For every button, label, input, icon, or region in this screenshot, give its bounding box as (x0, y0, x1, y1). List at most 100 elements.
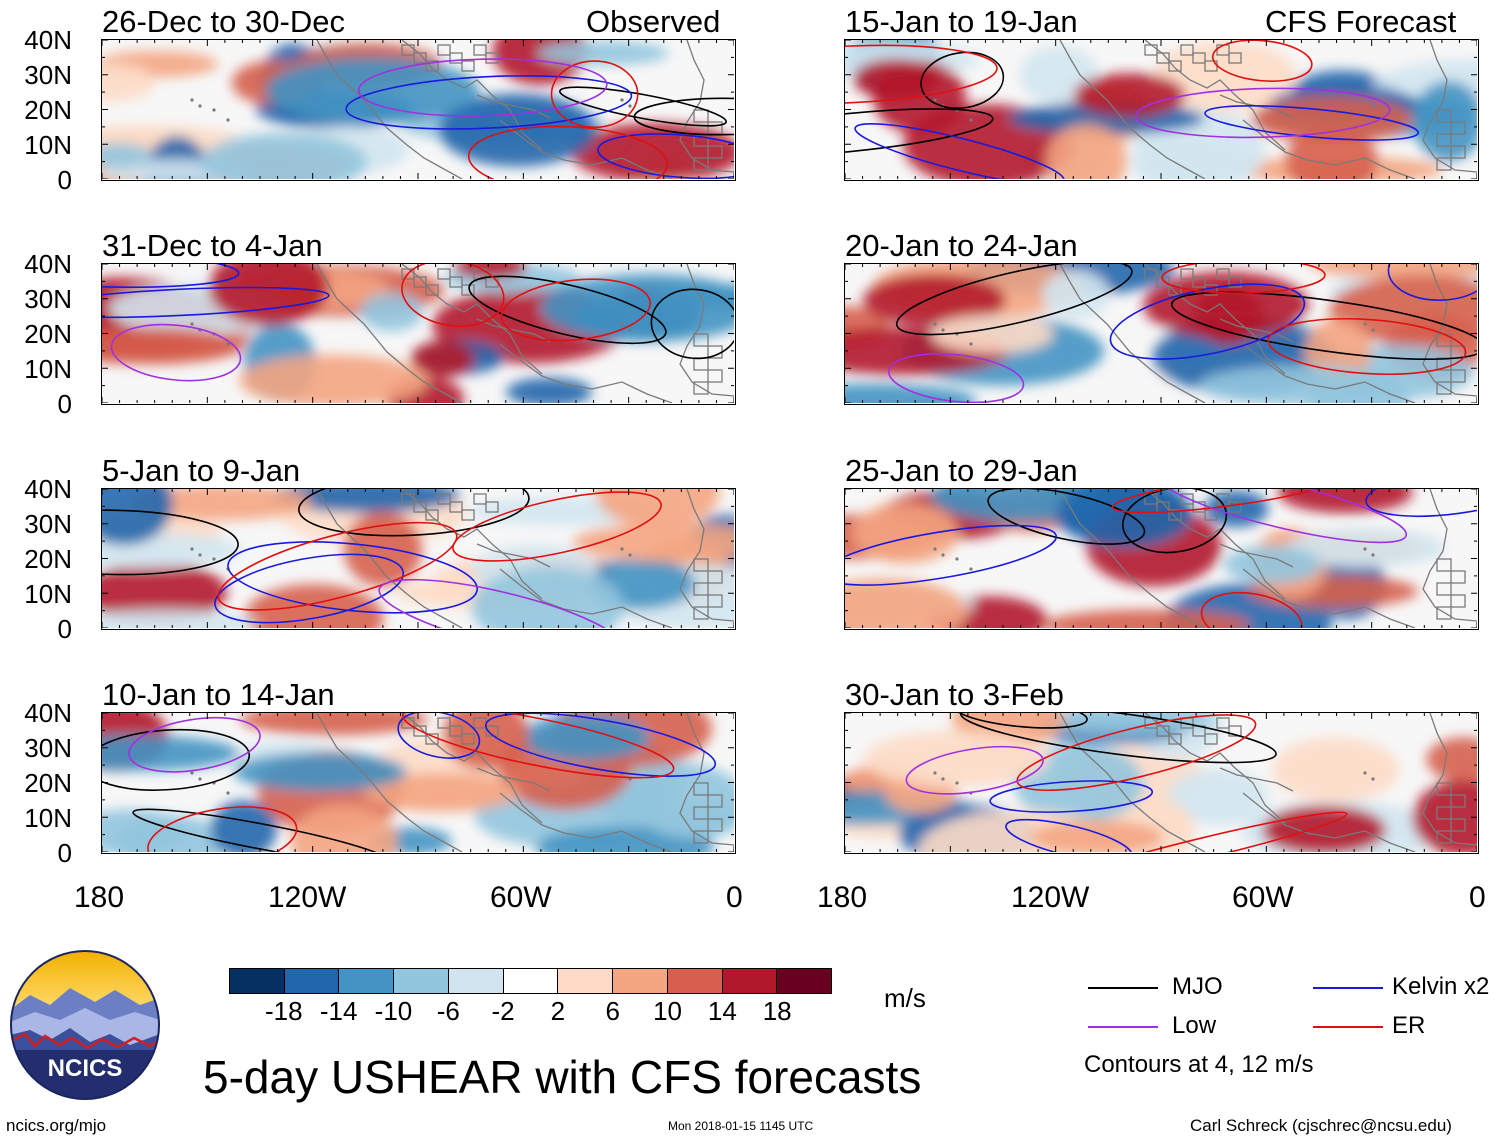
kelvin-contour (102, 286, 330, 319)
coastline-outline (190, 40, 734, 179)
low-contour (905, 745, 1044, 795)
er-contour (1267, 318, 1467, 375)
shear-field (102, 713, 734, 852)
kelvin-contour (397, 713, 481, 759)
low-contour (1155, 489, 1408, 544)
x-tick-60w-right: 60W (1232, 881, 1294, 914)
mjo-contour (468, 275, 667, 345)
er-contour (1161, 264, 1326, 294)
y-tick-label: 30N (24, 509, 72, 539)
y-tick-label: 10N (24, 130, 72, 160)
contours-note: Contours at 4, 12 m/s (1084, 1051, 1314, 1078)
colorbar-tick-label: -14 (319, 996, 358, 1026)
y-tick-label: 0 (57, 838, 72, 868)
y-tick-label: 0 (57, 389, 72, 419)
colorbar-tick-label: -6 (436, 996, 460, 1026)
colorbar-swatch (502, 969, 558, 993)
coastline-outline (933, 40, 1477, 179)
mjo-contour (132, 808, 389, 852)
mjo-contour (954, 713, 1088, 729)
ncics-logo-icon: NCICS (10, 950, 160, 1100)
er-contour (467, 125, 669, 179)
x-tick-120w-right: 120W (1011, 881, 1090, 914)
y-tick-label: 20N (24, 544, 72, 574)
axis-ticks (845, 713, 1477, 852)
shear-field (845, 264, 1477, 403)
colorbar-swatch (230, 969, 284, 993)
axis-ticks (845, 264, 1477, 403)
y-tick-label: 20N (24, 95, 72, 125)
mjo-contour (558, 86, 728, 127)
panel-7-period: 25-Jan to 29-Jan (845, 453, 1078, 488)
colorbar-tick-label: 6 (605, 996, 620, 1026)
map-panel-4 (101, 712, 736, 854)
map-panel-8 (844, 712, 1479, 854)
er-contour (1211, 40, 1313, 82)
low-contour (887, 353, 1025, 403)
panel-1-label: Observed (586, 4, 721, 39)
legend-er-label: ER (1392, 1012, 1426, 1039)
kelvin-contour (845, 524, 1058, 586)
kelvin-contour (214, 553, 405, 624)
axis-ticks (845, 40, 1477, 179)
map-panel-1 (101, 39, 736, 181)
low-contour (378, 578, 625, 628)
low-contour (128, 716, 261, 773)
x-tick-60w-left: 60W (490, 881, 552, 914)
colorbar-tick-label: 14 (707, 996, 737, 1026)
x-tick-120w-left: 120W (268, 881, 347, 914)
mjo-contour (959, 713, 1277, 764)
y-tick-label: 0 (57, 614, 72, 644)
er-contour (1064, 811, 1348, 852)
mjo-contour (845, 108, 994, 157)
kelvin-contour (1204, 105, 1420, 141)
shear-field (102, 264, 734, 403)
x-tick-180-left: 180 (74, 881, 125, 914)
colorbar-swatch (666, 969, 722, 993)
x-tick-0-right: 0 (1469, 881, 1486, 914)
legend-low-label: Low (1172, 1012, 1217, 1039)
mjo-contour (1170, 291, 1477, 361)
er-contour (147, 806, 298, 852)
kelvin-contour (854, 122, 1065, 179)
x-tick-180-right: 180 (817, 881, 868, 914)
axis-ticks (102, 264, 734, 403)
panel-2-period: 31-Dec to 4-Jan (102, 228, 323, 263)
y-tick-label: 20N (24, 319, 72, 349)
colorbar-swatch (338, 969, 394, 993)
shear-field (102, 40, 734, 179)
y-tick-label: 40N (24, 474, 72, 504)
legend-kelvin-label: Kelvin x2 (1392, 973, 1490, 1000)
y-tick-label: 30N (24, 733, 72, 763)
legend-mjo-label: MJO (1172, 973, 1223, 1000)
colorbar-swatch (721, 969, 777, 993)
colorbar-swatch (283, 969, 339, 993)
mjo-contour (987, 489, 1146, 545)
legend-mjo-line (1088, 987, 1158, 989)
mjo-contour (895, 264, 1133, 336)
y-tick-label: 10N (24, 803, 72, 833)
er-contour (401, 264, 505, 327)
low-contour (110, 323, 242, 382)
low-contour (357, 58, 608, 117)
legend-low-line (1088, 1026, 1158, 1028)
y-tick-label: 20N (24, 768, 72, 798)
er-contour (401, 713, 675, 779)
er-contour (550, 60, 639, 129)
map-panel-7 (844, 488, 1479, 630)
colorbar-tick-label: -10 (374, 996, 413, 1026)
kelvin-contour (597, 133, 734, 179)
low-contour (1135, 87, 1391, 139)
shear-field (102, 489, 734, 628)
shear-field (845, 40, 1477, 179)
site-link[interactable]: ncics.org/mjo (6, 1116, 107, 1135)
mjo-contour (298, 489, 530, 537)
y-tick-label: 30N (24, 284, 72, 314)
colorbar-tick-label: -18 (265, 996, 303, 1026)
kelvin-contour (1387, 264, 1477, 301)
logo-text: NCICS (48, 1055, 123, 1082)
kelvin-contour (1109, 283, 1306, 360)
kelvin-contour (484, 713, 717, 777)
colorbar-tick-label: 2 (550, 996, 566, 1026)
units-label: m/s (884, 983, 926, 1013)
